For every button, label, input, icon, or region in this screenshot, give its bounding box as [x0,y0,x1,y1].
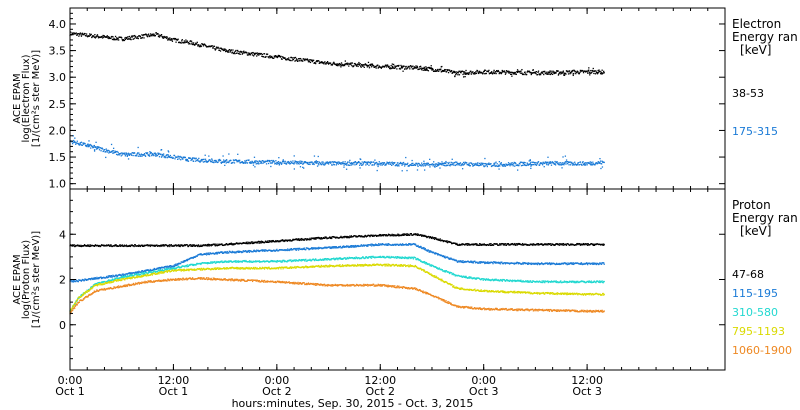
y-axis-label-proton: ACE EPAM [12,254,23,304]
x-tick-date-label: Oct 3 [469,385,499,398]
axes-layer [69,7,726,371]
legend-entry-proton: 310-580 [732,306,778,319]
series-electron-0 [69,31,605,78]
x-tick-time-label: 12:00 [571,374,603,387]
y-tick-label-electron: 4.0 [49,18,67,31]
y-axis-label-proton: [1/(cm²s ster MeV)] [31,231,42,328]
y-axis-label-electron: log(Electron Flux) [21,54,32,142]
legend-unit-electron: [keV] [740,43,771,57]
y-tick-label-proton: 0 [59,319,66,332]
data-layer [69,31,605,315]
legend-title-electron: Electron [732,17,781,31]
y-tick-label-electron: 2.0 [49,124,67,137]
x-tick-time-label: 0:00 [471,374,496,387]
legend-entry-electron: 38-53 [732,87,764,100]
series-proton-2 [69,255,605,312]
y-tick-label-proton: 2 [59,274,66,287]
plot-frame-electron [69,7,726,190]
series-proton-3 [69,263,605,313]
x-tick-time-label: 12:00 [158,374,190,387]
y-tick-label-electron: 3.0 [49,71,67,84]
x-tick-date-label: Oct 2 [262,385,292,398]
x-tick-time-label: 12:00 [364,374,396,387]
legend-unit-proton: [keV] [740,224,771,238]
x-tick-date-label: Oct 3 [572,385,602,398]
y-axis-label-electron: ACE EPAM [12,73,23,123]
series-proton-1 [69,242,605,283]
x-tick-date-label: Oct 2 [366,385,396,398]
legend-entry-proton: 47-68 [732,268,764,281]
legend-entry-proton: 115-195 [732,287,778,300]
y-tick-label-electron: 1.5 [49,151,67,164]
y-tick-label-electron: 1.0 [49,178,67,191]
legend-entry-proton: 795-1193 [732,325,785,338]
x-tick-time-label: 0:00 [264,374,289,387]
series-electron-1 [69,135,605,172]
legend-subtitle-electron: Energy ran [732,30,798,44]
series-proton-4 [69,277,605,315]
series-proton-0 [69,233,605,248]
x-axis-title: hours:minutes, Sep. 30, 2015 - Oct. 3, 2… [232,397,474,410]
x-tick-date-label: Oct 1 [159,385,189,398]
legend-subtitle-proton: Energy ran [732,211,798,225]
x-tick-date-label: Oct 1 [55,385,85,398]
y-tick-label-electron: 3.5 [49,45,67,58]
y-axis-label-electron: [1/(cm²s ster MeV)] [31,50,42,147]
y-tick-label-electron: 2.5 [49,98,67,111]
y-axis-label-proton: log(Proton Flux) [21,240,32,319]
x-tick-time-label: 0:00 [58,374,83,387]
y-tick-label-proton: 4 [59,228,66,241]
legend-title-proton: Proton [732,198,771,212]
legend-entry-proton: 1060-1900 [732,344,792,357]
legend-entry-electron: 175-315 [732,125,778,138]
